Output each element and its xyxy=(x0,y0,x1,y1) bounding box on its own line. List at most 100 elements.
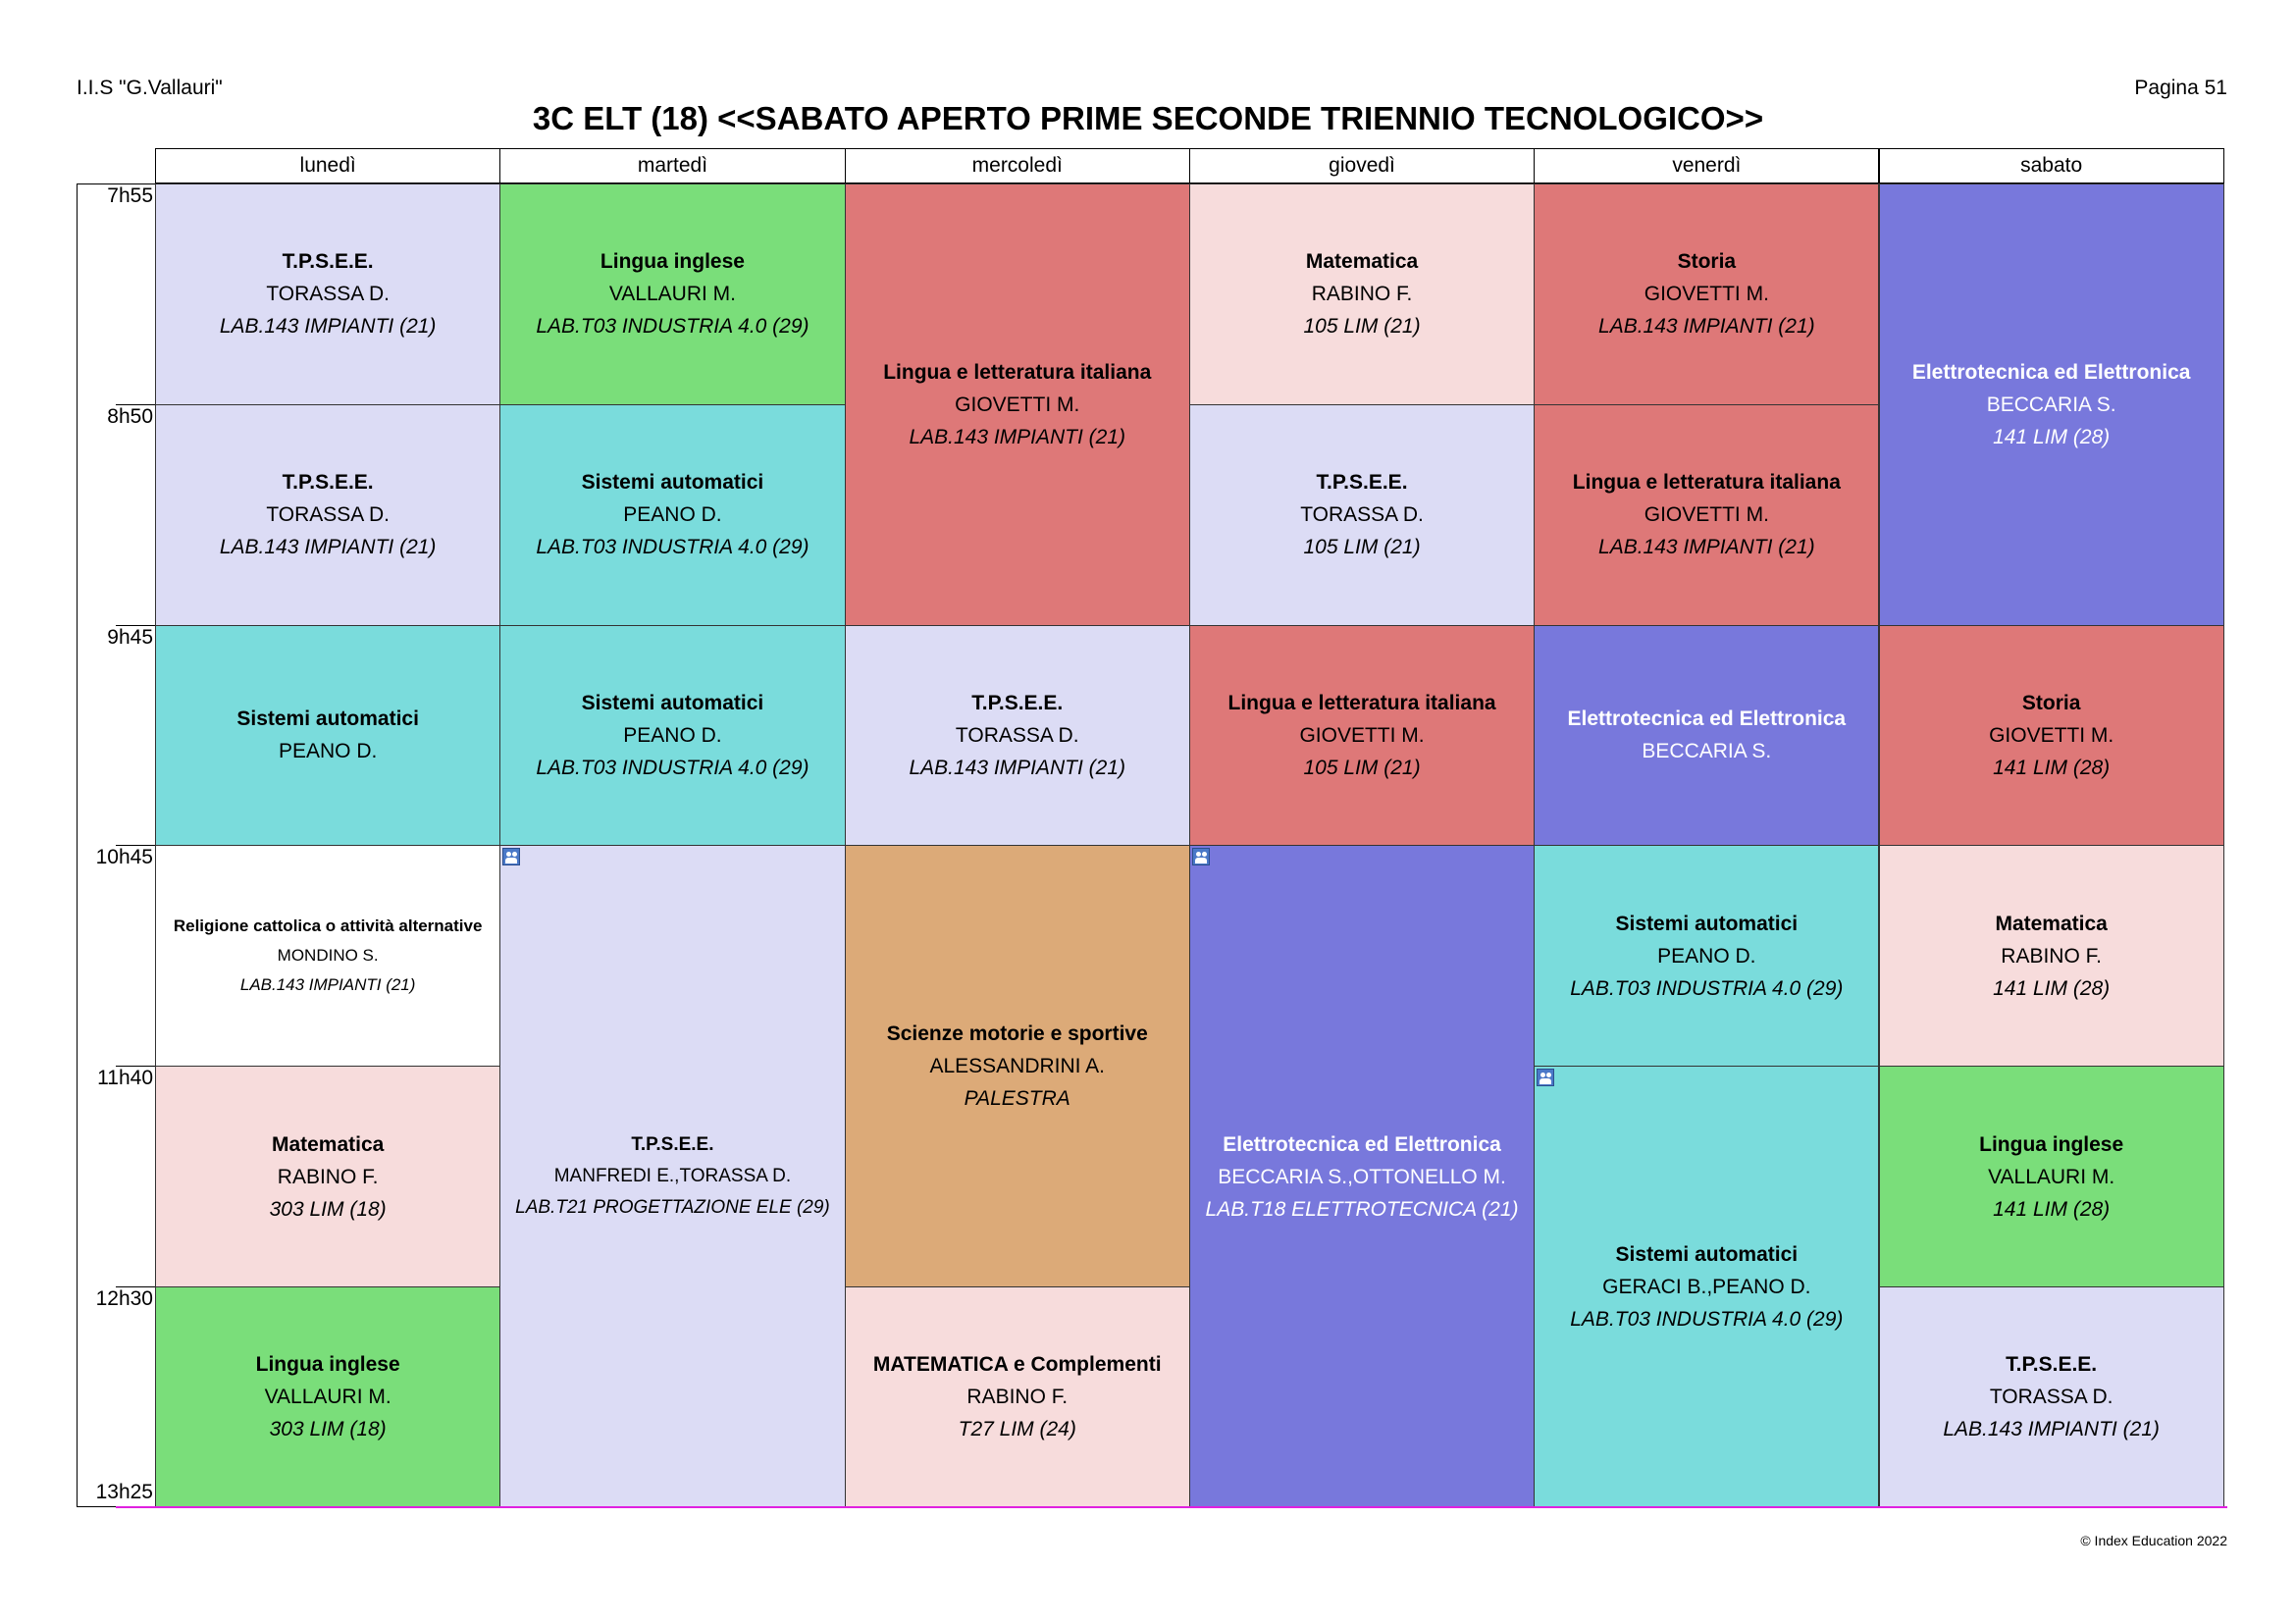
time-gridline xyxy=(116,1066,155,1068)
lesson-cell[interactable]: Sistemi automatici PEANO D. LAB.T03 INDUST… xyxy=(499,403,846,626)
lesson-room: 141 LIM (28) xyxy=(1993,425,2111,448)
lesson-subject: Storia xyxy=(1677,250,1737,274)
group-icon xyxy=(1191,848,1210,866)
lesson-subject: Matematica xyxy=(1995,912,2108,935)
lesson-cell[interactable]: Storia GIOVETTI M. LAB.143 IMPIANTI (21) xyxy=(1534,183,1880,405)
lesson-room: LAB.143 IMPIANTI (21) xyxy=(219,536,437,559)
lesson-subject: MATEMATICA e Complementi xyxy=(872,1353,1162,1377)
lesson-room: LAB.T03 INDUSTRIA 4.0 (29) xyxy=(536,536,809,559)
lesson-cell[interactable]: Religione cattolica o attività alternati… xyxy=(155,845,501,1068)
lesson-subject: T.P.S.E.E. xyxy=(2006,1353,2098,1377)
page-number: Pagina 51 xyxy=(2134,77,2227,99)
lesson-subject: Religione cattolica o attività alternati… xyxy=(173,916,483,936)
lesson-subject: Sistemi automatici xyxy=(1615,912,1799,935)
lesson-teacher: GIOVETTI M. xyxy=(955,393,1080,416)
lesson-room: LAB.T18 ELETTROTECNICA (21) xyxy=(1205,1197,1519,1221)
lesson-cell[interactable]: MATEMATICA e Complementi RABINO F. T27 LIM… xyxy=(844,1286,1190,1508)
lesson-room: LAB.T03 INDUSTRIA 4.0 (29) xyxy=(536,315,809,339)
lesson-subject: Lingua e letteratura italiana xyxy=(883,360,1152,384)
day-header: venerdì xyxy=(1534,148,1880,183)
lesson-cell[interactable]: T.P.S.E.E. MANFREDI E.,TORASSA D. LAB.T21 … xyxy=(499,845,846,1508)
lesson-cell[interactable]: Scienze motorie e sportive ALESSANDRINI A… xyxy=(844,845,1190,1287)
day-header: lunedì xyxy=(155,148,501,183)
lesson-room: LAB.T21 PROGETTAZIONE ELE (29) xyxy=(515,1197,830,1219)
lesson-teacher: TORASSA D. xyxy=(266,283,390,306)
lesson-cell[interactable]: Matematica RABINO F. 141 LIM (28) xyxy=(1878,845,2224,1068)
lesson-cell[interactable]: Lingua inglese VALLAURI M. 141 LIM (28) xyxy=(1878,1066,2224,1287)
lesson-cell[interactable]: Lingua inglese VALLAURI M. LAB.T03 INDUSTR… xyxy=(499,183,846,405)
lesson-cell[interactable]: Lingua e letteratura italiana GIOVETTI M.… xyxy=(1188,624,1536,847)
lesson-cell[interactable]: T.P.S.E.E. TORASSA D. LAB.143 IMPIANTI (21… xyxy=(1878,1286,2224,1508)
lesson-subject: Elettrotecnica ed Elettronica xyxy=(1567,707,1847,731)
bottom-line xyxy=(116,1506,2227,1508)
lesson-room: 303 LIM (18) xyxy=(269,1197,387,1221)
lesson-subject: Sistemi automatici xyxy=(1615,1242,1799,1266)
lesson-subject: Sistemi automatici xyxy=(236,707,419,731)
lesson-cell[interactable]: Sistemi automatici PEANO D. LAB.T03 INDUST… xyxy=(499,624,846,847)
lesson-teacher: RABINO F. xyxy=(277,1165,379,1188)
lesson-room: 303 LIM (18) xyxy=(269,1418,387,1441)
lesson-teacher: TORASSA D. xyxy=(266,503,390,527)
time-gridline xyxy=(116,845,155,847)
lesson-cell[interactable]: Lingua e letteratura italiana GIOVETTI M.… xyxy=(844,183,1190,626)
lesson-cell[interactable]: Matematica RABINO F. 105 LIM (21) xyxy=(1188,183,1536,405)
lesson-subject: Elettrotecnica ed Elettronica xyxy=(1911,360,2191,384)
lesson-cell[interactable]: Elettrotecnica ed Elettronica BECCARIA S.… xyxy=(1878,183,2224,626)
lesson-cell[interactable]: Matematica RABINO F. 303 LIM (18) xyxy=(155,1066,501,1287)
lesson-cell[interactable]: Sistemi automatici GERACI B.,PEANO D. LAB.… xyxy=(1534,1066,1880,1508)
lesson-cell[interactable]: Lingua e letteratura italiana GIOVETTI M.… xyxy=(1534,403,1880,626)
lesson-cell[interactable]: Lingua inglese VALLAURI M. 303 LIM (18) xyxy=(155,1286,501,1508)
lesson-cell[interactable]: Sistemi automatici PEANO D. LAB.T03 INDUST… xyxy=(1534,845,1880,1068)
lesson-subject: Scienze motorie e sportive xyxy=(886,1022,1148,1046)
lesson-teacher: BECCARIA S. xyxy=(1986,393,2116,416)
lesson-subject: Sistemi automatici xyxy=(581,691,764,714)
lesson-subject: T.P.S.E.E. xyxy=(1316,471,1408,495)
lesson-cell[interactable]: T.P.S.E.E. TORASSA D. LAB.143 IMPIANTI (21… xyxy=(155,403,501,626)
lesson-cell[interactable]: Elettrotecnica ed Elettronica BECCARIA S.… xyxy=(1188,845,1536,1508)
lesson-room: 141 LIM (28) xyxy=(1993,1197,2111,1221)
lesson-teacher: GERACI B.,PEANO D. xyxy=(1602,1275,1811,1298)
lesson-room: 141 LIM (28) xyxy=(1993,976,2111,1000)
lesson-room: LAB.143 IMPIANTI (21) xyxy=(909,425,1126,448)
lesson-teacher: BECCARIA S. xyxy=(1642,740,1772,763)
lesson-cell[interactable]: Storia GIOVETTI M. 141 LIM (28) xyxy=(1878,624,2224,847)
lesson-subject: Storia xyxy=(2021,691,2081,714)
lesson-cell[interactable]: T.P.S.E.E. TORASSA D. 105 LIM (21) xyxy=(1188,403,1536,626)
time-label: 11h40 xyxy=(97,1067,153,1090)
lesson-subject: T.P.S.E.E. xyxy=(282,471,374,495)
lesson-room: LAB.T03 INDUSTRIA 4.0 (29) xyxy=(536,756,809,779)
lesson-room: PALESTRA xyxy=(964,1087,1070,1111)
lesson-subject: Lingua e letteratura italiana xyxy=(1572,471,1841,495)
lesson-subject: Sistemi automatici xyxy=(581,471,764,495)
lesson-teacher: GIOVETTI M. xyxy=(1989,723,2114,747)
lesson-subject: T.P.S.E.E. xyxy=(282,250,374,274)
school-name: I.I.S "G.Vallauri" xyxy=(77,77,223,99)
lesson-cell[interactable]: Sistemi automatici PEANO D. xyxy=(155,624,501,847)
lesson-room: 105 LIM (21) xyxy=(1303,536,1421,559)
lesson-subject: Matematica xyxy=(1305,250,1419,274)
lesson-subject: Lingua inglese xyxy=(255,1353,400,1377)
day-header: martedì xyxy=(499,148,846,183)
lesson-teacher: RABINO F. xyxy=(2001,944,2102,968)
lesson-teacher: TORASSA D. xyxy=(1300,503,1424,527)
lesson-teacher: ALESSANDRINI A. xyxy=(929,1055,1106,1078)
lesson-cell[interactable]: T.P.S.E.E. TORASSA D. LAB.143 IMPIANTI (21… xyxy=(844,624,1190,847)
lesson-cell[interactable]: Elettrotecnica ed Elettronica BECCARIA S. xyxy=(1534,624,1880,847)
lesson-room: 105 LIM (21) xyxy=(1303,756,1421,779)
lesson-room: T27 LIM (24) xyxy=(958,1418,1076,1441)
lesson-cell[interactable]: T.P.S.E.E. TORASSA D. LAB.143 IMPIANTI (21… xyxy=(155,183,501,405)
lesson-subject: Elettrotecnica ed Elettronica xyxy=(1223,1132,1501,1156)
time-gridline xyxy=(116,403,155,405)
lesson-subject: Matematica xyxy=(271,1132,385,1156)
lesson-room: LAB.143 IMPIANTI (21) xyxy=(1598,536,1815,559)
time-label: 13h25 xyxy=(95,1480,153,1503)
lesson-teacher: TORASSA D. xyxy=(955,723,1079,747)
lesson-teacher: VALLAURI M. xyxy=(608,283,737,306)
time-label: 7h55 xyxy=(107,184,153,207)
lesson-room: LAB.T03 INDUSTRIA 4.0 (29) xyxy=(1570,976,1844,1000)
lesson-teacher: VALLAURI M. xyxy=(1988,1165,2115,1188)
day-header: sabato xyxy=(1878,148,2224,183)
copyright: © Index Education 2022 xyxy=(2080,1533,2227,1548)
day-header: giovedì xyxy=(1188,148,1536,183)
